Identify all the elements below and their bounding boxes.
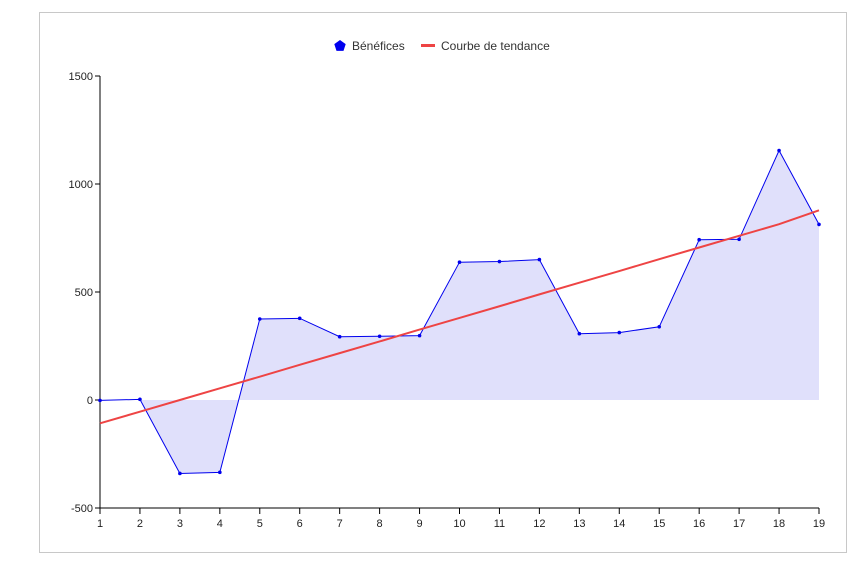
data-point (218, 470, 222, 475)
x-tick-label: 11 (494, 518, 505, 530)
data-point (657, 324, 662, 329)
x-tick-label: 9 (416, 518, 422, 530)
data-point (537, 257, 542, 262)
data-point (817, 222, 821, 227)
data-point (697, 237, 701, 242)
y-tick-label: 500 (75, 287, 93, 299)
data-point (98, 398, 102, 403)
y-tick-label: 0 (87, 395, 93, 407)
x-tick-label: 14 (613, 518, 625, 530)
legend-marker-trend (421, 44, 435, 47)
data-point (497, 259, 502, 264)
x-tick-label: 1 (97, 518, 103, 530)
x-tick-label: 16 (693, 518, 705, 530)
data-point (777, 148, 781, 153)
x-tick-label: 3 (177, 518, 183, 530)
x-tick-label: 19 (813, 518, 825, 530)
x-tick-label: 10 (453, 518, 465, 530)
x-tick-label: 6 (297, 518, 303, 530)
x-tick-label: 12 (533, 518, 545, 530)
x-tick-label: 17 (733, 518, 745, 530)
data-point (138, 397, 142, 402)
series-area-fill (100, 150, 819, 474)
data-point (577, 331, 582, 336)
y-tick-label: -500 (71, 503, 93, 515)
data-point (178, 471, 182, 476)
x-tick-label: 5 (257, 518, 263, 530)
data-point (457, 260, 462, 264)
legend-marker-benefices (334, 40, 346, 51)
x-tick-label: 15 (653, 518, 665, 530)
x-tick-label: 8 (377, 518, 383, 530)
x-tick-label: 2 (137, 518, 143, 530)
data-point (377, 334, 382, 339)
data-point (617, 330, 622, 335)
legend-label-trend: Courbe de tendance (441, 39, 550, 53)
data-point (417, 333, 422, 338)
legend-label-benefices: Bénéfices (352, 39, 405, 53)
x-tick-label: 7 (337, 518, 343, 530)
y-tick-label: 1500 (69, 71, 93, 83)
data-point (737, 237, 741, 242)
data-point (337, 334, 342, 339)
x-tick-label: 4 (217, 518, 223, 530)
x-tick-label: 18 (773, 518, 785, 530)
data-point (297, 316, 302, 321)
trend-line (99, 209, 820, 425)
x-tick-label: 13 (573, 518, 585, 530)
data-point (257, 317, 262, 321)
y-tick-label: 1000 (69, 179, 93, 191)
